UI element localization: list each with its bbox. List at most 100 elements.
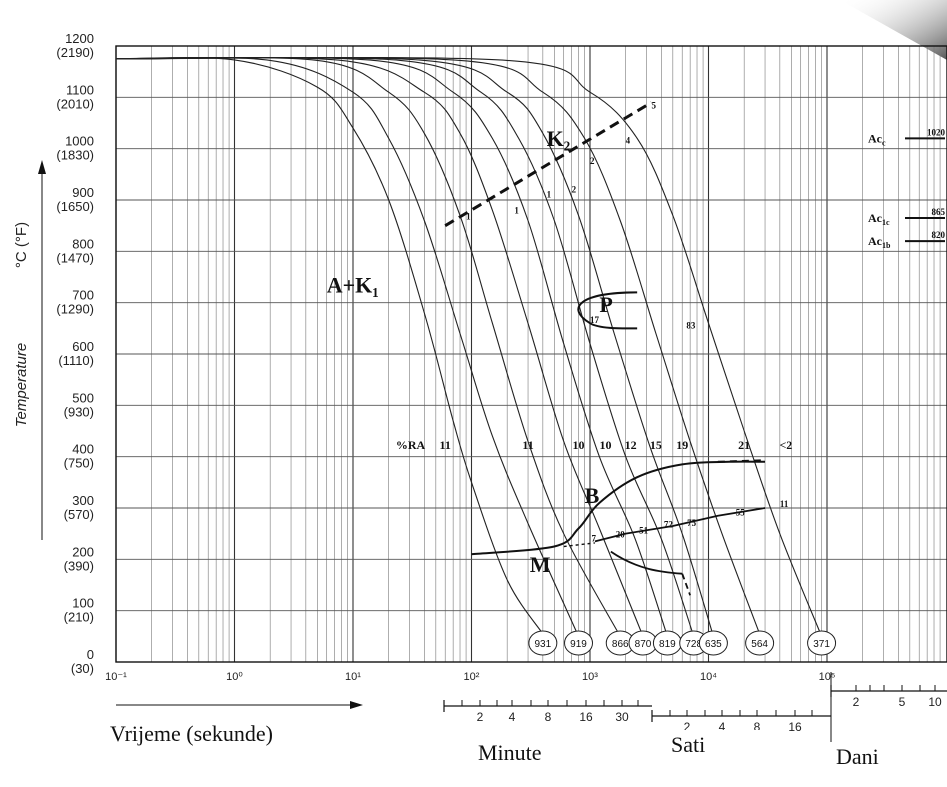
x-tick-label: 10⁴: [700, 671, 717, 683]
y-axis-label: Temperature: [13, 343, 30, 428]
k2-start-line: [444, 101, 653, 227]
y-tick-label-f: (2010): [56, 96, 94, 111]
corner-shade: [840, 0, 947, 60]
y-axis-arrowhead: [38, 160, 46, 174]
time-scale-name: Sati: [671, 732, 705, 757]
y-tick-label-f: (1650): [56, 199, 94, 214]
cooling-curve: [115, 56, 761, 634]
cooling-curve: [115, 56, 668, 637]
bainite-mark: 20: [616, 529, 626, 539]
time-scale-label: 2: [684, 720, 691, 734]
pearlite-curve: [577, 291, 638, 330]
time-scale-name: Dani: [836, 744, 879, 769]
region-label: K₂: [547, 126, 571, 151]
cooling-curve: [115, 56, 695, 637]
y-tick-label-f: (390): [64, 558, 94, 573]
k2-mark: 1: [547, 189, 552, 199]
y-tick-label-c: 100: [72, 596, 94, 611]
x-axis: 10⁻¹ 10⁰ 10¹ 10² 10³ 10⁴ 10⁵: [105, 671, 835, 683]
time-arrowhead: [350, 701, 363, 709]
time-scale-name: Minute: [478, 740, 542, 765]
time-scale-label: 2: [477, 710, 484, 724]
hardness-circle: [528, 630, 558, 656]
bainite-mark: 51: [639, 526, 649, 536]
time-scale-name-box: [665, 730, 775, 758]
x-tick-label: 10²: [464, 671, 480, 683]
hardness-circle: [564, 630, 594, 656]
y-tick-label-c: 1000: [65, 134, 94, 149]
y-tick-label-c: 500: [72, 390, 94, 405]
ra-value: 15: [650, 438, 662, 452]
plot-grid: [115, 45, 947, 663]
x-tick-label: 10⁻¹: [105, 671, 127, 683]
y-tick-label-f: (570): [64, 507, 94, 522]
ra-value: 19: [676, 438, 688, 452]
y-tick-label-c: 1100: [66, 82, 94, 97]
y-tick-label-f: (1290): [56, 302, 94, 317]
cooling-curve: [115, 56, 544, 635]
ra-value: 11: [440, 438, 451, 452]
hardness-label: 635: [705, 639, 722, 650]
time-scale-label: 5: [899, 695, 906, 709]
y-axis-unit-label: °C (°F): [13, 222, 30, 268]
cooling-curve: [115, 56, 580, 637]
y-tick-label-f: (930): [64, 404, 94, 419]
y-tick-label-f: (210): [64, 610, 94, 625]
x-tick-label: 10⁰: [226, 671, 243, 683]
martensite-curve: [610, 550, 683, 575]
y-tick-label-c: 200: [72, 544, 94, 559]
y-axis: 1200(2190)1100(2010)1000(1830)900(1650)8…: [56, 31, 94, 676]
hardness-label: 819: [659, 639, 676, 650]
cooling-curve: [115, 56, 823, 637]
y-tick-label-f: (1470): [56, 250, 94, 265]
ra-value: 12: [625, 438, 637, 452]
k2-mark: 5: [651, 101, 656, 111]
y-tick-label-c: 700: [72, 288, 94, 303]
bainite-finish-line: [594, 507, 766, 543]
cooling-curve: [115, 56, 714, 637]
hardness-label: 371: [813, 639, 830, 650]
region-label: P: [599, 292, 612, 317]
x-tick-label: 10⁵: [819, 671, 836, 683]
cooling-curves: 931 919 866 870 819 728 635 564 371: [115, 56, 837, 656]
time-scale-label: 16: [788, 720, 802, 734]
bainite-dashed: [717, 459, 766, 463]
cooling-curve: [115, 56, 644, 637]
x-tick-label: 10¹: [345, 671, 361, 683]
region-label: A+K₁: [327, 272, 379, 297]
bainite-mark: 55: [736, 508, 746, 518]
ac-value: 820: [932, 230, 946, 240]
hardness-label: 866: [612, 639, 629, 650]
hardness-label: 919: [570, 639, 587, 650]
y-tick-label-c: 400: [72, 442, 94, 457]
plot-frame: [115, 45, 947, 663]
time-scale-label: 8: [754, 720, 761, 734]
y-tick-label-c: 300: [72, 493, 94, 508]
ra-value: 10: [599, 438, 611, 452]
bainite-mark: 75: [687, 518, 697, 528]
region-label: M: [530, 552, 551, 577]
y-tick-label-f: (1110): [58, 353, 94, 368]
ra-value: <2: [779, 438, 792, 452]
hardness-label: 728: [685, 639, 702, 650]
y-tick-label-f: (1830): [56, 148, 94, 163]
pearlite-mark: 17: [590, 315, 600, 325]
x-axis-label: Vrijeme (sekunde): [110, 721, 273, 746]
y-tick-label-c: 600: [72, 339, 94, 354]
ac-value: 865: [932, 207, 946, 217]
hardness-circle: [745, 630, 775, 656]
bainite-mark: 72: [664, 520, 674, 530]
time-scale-label: 30: [615, 710, 629, 724]
ac-value: 1020: [927, 127, 946, 137]
ra-label: %RA: [396, 438, 426, 452]
y-tick-label-c: 1200: [65, 31, 94, 46]
k2-mark: 4: [626, 136, 631, 146]
hardness-label: 870: [635, 639, 652, 650]
y-tick-label-f: (30): [71, 661, 94, 676]
time-scale-label: 10: [928, 695, 942, 709]
region-label: B: [585, 483, 600, 508]
time-scale-label: 16: [579, 710, 593, 724]
time-scale-label: 2: [853, 695, 860, 709]
k2-mark: 2: [572, 184, 577, 194]
